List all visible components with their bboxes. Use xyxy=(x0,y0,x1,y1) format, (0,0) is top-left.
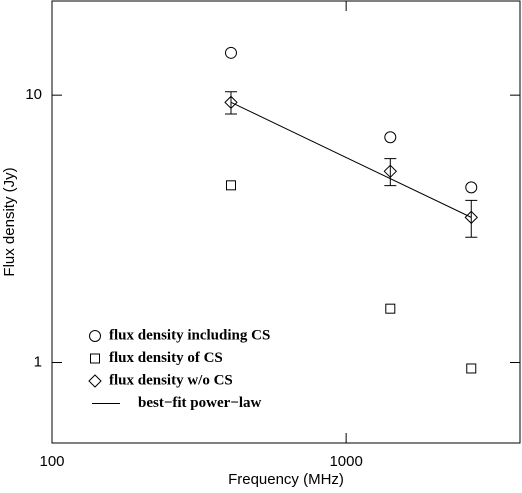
point xyxy=(383,164,398,179)
point xyxy=(225,180,236,191)
point xyxy=(465,181,478,194)
fit-line xyxy=(230,101,472,218)
plot-frame xyxy=(51,0,521,444)
error-bar xyxy=(465,199,478,238)
point xyxy=(224,46,237,59)
x-tick-label: 100 xyxy=(39,453,64,470)
point xyxy=(466,363,477,374)
legend-label: flux density including CS xyxy=(109,327,270,343)
legend-label: flux density of CS xyxy=(109,350,223,366)
legend-marker xyxy=(89,330,101,342)
y-tick-label: 10 xyxy=(25,86,42,103)
legend-label: best−fit power−law xyxy=(138,395,261,411)
legend-label: flux density w/o CS xyxy=(109,372,233,388)
x-tick-label: 1000 xyxy=(329,453,362,470)
point xyxy=(385,303,396,314)
point xyxy=(224,95,238,110)
x-axis-label: Frequency (MHz) xyxy=(228,471,344,488)
error-bar xyxy=(384,158,397,187)
point xyxy=(384,131,397,144)
legend-marker xyxy=(88,374,102,388)
legend-marker xyxy=(90,353,100,364)
y-axis-label: Flux density (Jy) xyxy=(1,167,18,276)
y-tick-label: 1 xyxy=(34,353,42,370)
